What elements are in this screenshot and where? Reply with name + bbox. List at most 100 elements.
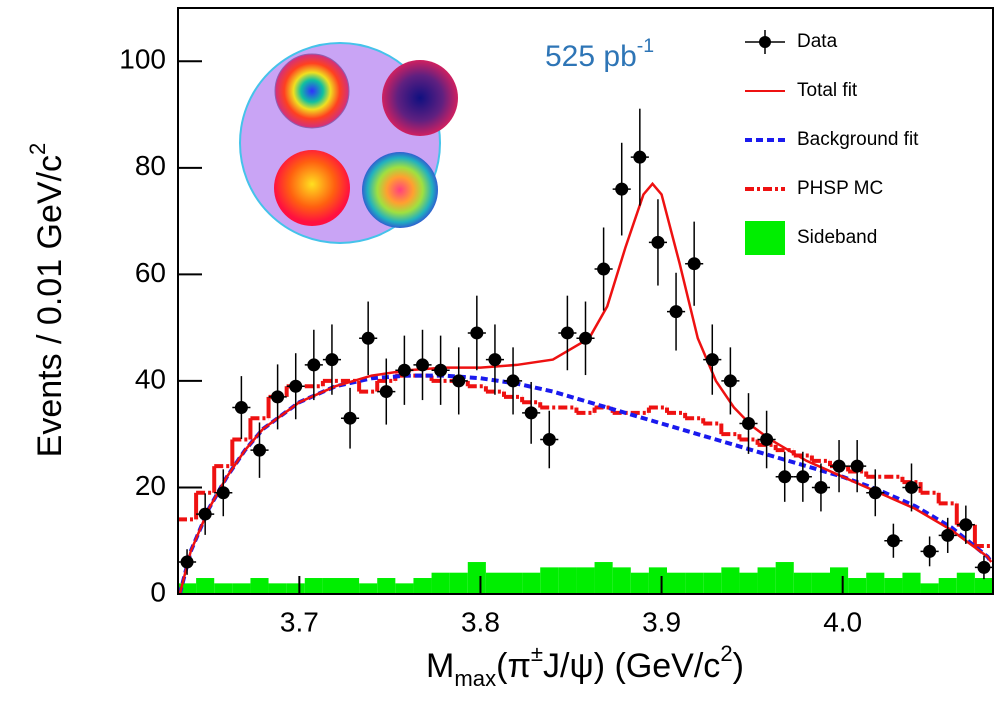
sideband-bar	[667, 572, 686, 594]
data-point	[705, 353, 719, 367]
data-point	[633, 150, 647, 164]
data-point	[361, 331, 375, 345]
annotation-part: 525 pb	[545, 40, 637, 73]
sideband-bar	[304, 578, 323, 594]
sideband-bar	[413, 578, 432, 594]
data-point	[905, 480, 918, 494]
x-axis-label-part: M	[426, 647, 454, 685]
sideband-bar	[920, 583, 939, 594]
data-point	[977, 560, 991, 574]
sideband-bar	[232, 583, 251, 594]
sideband-bar	[196, 578, 215, 594]
data-point	[542, 433, 556, 447]
data-point	[434, 363, 448, 377]
sideband-bar	[739, 572, 758, 594]
x-axis-label-part: max	[454, 666, 496, 691]
data-point	[452, 374, 466, 388]
data-point	[560, 326, 574, 340]
y-tick-label: 40	[135, 363, 166, 394]
plot-area	[177, 108, 993, 595]
data-point	[470, 326, 484, 340]
legend-symbol	[745, 221, 785, 255]
sideband-bar	[956, 572, 975, 594]
x-axis-label-part: J/ψ) (GeV/c	[543, 647, 720, 685]
sideband-bar	[504, 572, 523, 594]
sideband-bar	[178, 583, 197, 594]
data-point	[325, 353, 339, 367]
sideband-bar	[377, 578, 396, 594]
y-tick-label: 80	[135, 150, 166, 181]
y-axis-label: Events / 0.01 GeV/c2	[25, 143, 69, 458]
sideband-bar	[902, 572, 921, 594]
logo-ball	[274, 53, 350, 129]
data-point	[814, 480, 828, 494]
x-axis-label-part: (π	[496, 647, 531, 685]
sideband-bar	[449, 572, 468, 594]
sideband-bar	[630, 572, 649, 594]
y-axis-label-part: 2	[25, 143, 50, 155]
sideband-bar	[522, 572, 541, 594]
sideband-bar	[866, 572, 885, 594]
data-point	[397, 363, 411, 377]
data-point	[198, 507, 212, 521]
fit-curve	[178, 181, 993, 595]
data-point	[941, 528, 955, 542]
sideband-bar	[811, 572, 830, 594]
sideband-bar	[848, 578, 867, 594]
x-axis-label: Mmax(π±J/ψ) (GeV/c2)	[426, 641, 744, 691]
data-point	[868, 486, 882, 500]
data-point	[524, 406, 538, 420]
fit-curve	[177, 373, 993, 595]
sideband-bar	[612, 567, 631, 594]
sideband-bar	[775, 562, 794, 594]
x-axis-label-part: )	[733, 647, 744, 685]
sideband-bar	[648, 567, 667, 594]
legend-label: Total fit	[797, 80, 858, 101]
data-point	[723, 374, 737, 388]
data-point	[832, 459, 846, 473]
sideband-bar	[485, 572, 504, 594]
y-tick-label: 60	[135, 257, 166, 288]
x-tick-label: 3.7	[280, 606, 319, 637]
inset-logo	[239, 42, 458, 244]
data-point	[416, 358, 429, 372]
data-point	[687, 257, 701, 271]
x-tick-label: 3.9	[642, 606, 681, 637]
sideband-bar	[286, 583, 305, 594]
data-point	[850, 459, 864, 473]
sideband-bar	[576, 567, 595, 594]
data-point	[615, 182, 629, 196]
data-point	[760, 433, 774, 447]
sideband-bar	[830, 567, 849, 594]
sideband-bar	[268, 583, 287, 594]
x-tick-label: 3.8	[461, 606, 500, 637]
sideband-bar	[467, 562, 486, 594]
legend-label: Data	[797, 31, 838, 52]
sideband-bar	[703, 572, 722, 594]
logo-ball	[274, 150, 350, 226]
sideband-bar	[721, 567, 740, 594]
sideband-bar	[359, 583, 378, 594]
sideband-bar	[341, 578, 360, 594]
data-point	[289, 379, 303, 393]
x-tick-label: 4.0	[823, 606, 862, 637]
sideband-bar	[214, 583, 233, 594]
x-axis-label-part: ±	[531, 641, 543, 666]
sideband-bar	[594, 562, 613, 594]
sideband-bar	[793, 572, 812, 594]
sideband-bar	[974, 578, 993, 594]
annotation-part: -1	[637, 35, 654, 57]
sideband-bar	[431, 572, 450, 594]
data-point	[488, 353, 502, 367]
data-point	[796, 470, 810, 484]
data-point	[959, 518, 973, 532]
data-point	[307, 358, 321, 372]
data-point	[669, 305, 683, 319]
sideband-bar	[757, 567, 776, 594]
logo-ball	[382, 60, 458, 136]
y-axis-label-part: Events / 0.01 GeV/c	[31, 155, 69, 457]
sideband-bar	[938, 578, 957, 594]
annotation: 525 pb-1	[545, 35, 654, 73]
y-tick-label: 20	[135, 470, 166, 501]
